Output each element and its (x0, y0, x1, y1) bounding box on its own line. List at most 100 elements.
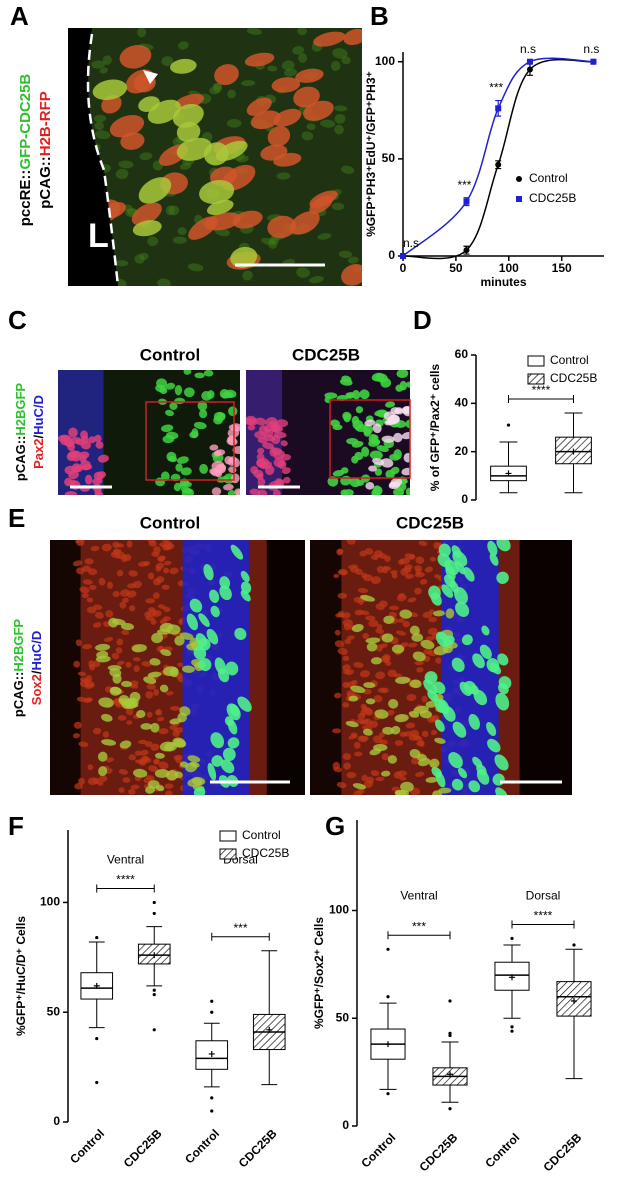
cell (210, 732, 225, 749)
outlier (210, 999, 214, 1003)
cell (347, 256, 359, 264)
cell (254, 431, 267, 439)
cell (133, 768, 148, 778)
significance-bracket (211, 932, 270, 941)
cell (156, 378, 168, 389)
cell (129, 691, 141, 703)
significance: n.s (403, 236, 419, 250)
cell (295, 68, 324, 83)
cell (184, 387, 195, 398)
cell (396, 370, 409, 378)
cell (468, 780, 481, 793)
data-point (526, 58, 533, 65)
cell (269, 235, 280, 245)
cell (220, 759, 235, 774)
cell (472, 653, 485, 669)
cell (73, 660, 81, 668)
cell (162, 616, 171, 621)
cell (425, 636, 434, 642)
cell (199, 409, 208, 419)
cell (150, 743, 160, 751)
cell (75, 639, 82, 647)
cell (414, 660, 424, 666)
cell (147, 572, 155, 580)
data-point (400, 253, 406, 259)
cell (161, 584, 170, 590)
cell (429, 556, 437, 562)
cell (409, 625, 420, 636)
cell (333, 573, 340, 579)
cell (353, 741, 361, 749)
outlier (210, 1096, 214, 1100)
cell (374, 709, 389, 719)
cell (93, 622, 102, 628)
cell (80, 440, 92, 450)
cell (227, 490, 236, 495)
cell (112, 673, 122, 684)
cell (179, 163, 192, 170)
cell (342, 681, 350, 689)
cell (137, 28, 147, 38)
cell (393, 673, 402, 678)
cell (162, 435, 175, 444)
cell (137, 561, 149, 567)
cell (73, 721, 82, 729)
mean (571, 998, 577, 1005)
cell (169, 402, 178, 410)
cell (275, 479, 285, 487)
cell (84, 683, 95, 689)
cell (403, 566, 412, 573)
cell (159, 386, 168, 395)
cell (306, 123, 316, 131)
cell (64, 477, 73, 487)
cell (127, 788, 136, 795)
cell (407, 597, 417, 603)
cell (120, 680, 132, 688)
cell (254, 417, 267, 426)
cell (176, 456, 189, 464)
cell (381, 753, 389, 761)
cell (387, 755, 397, 764)
cell (342, 702, 350, 708)
outlier (506, 423, 511, 427)
cell (376, 624, 383, 630)
x-tick-label: 100 (499, 261, 519, 275)
cell (107, 664, 122, 671)
cell (332, 728, 342, 734)
cell (395, 630, 407, 636)
significance-bracket (387, 931, 451, 940)
cell (87, 764, 94, 771)
microscopy-image (58, 370, 240, 495)
cell (497, 653, 509, 666)
cell (172, 103, 204, 128)
cell (354, 609, 364, 616)
cell (82, 579, 93, 585)
cell (68, 470, 79, 480)
cell (363, 428, 371, 437)
y-tick-label: 50 (47, 1004, 61, 1018)
cell (88, 436, 96, 444)
stain-label: Sox2/HuC/D (29, 631, 44, 705)
cell (213, 450, 222, 457)
images (50, 28, 572, 795)
outlier (152, 911, 156, 916)
cell (211, 755, 224, 767)
cell (94, 611, 104, 619)
cell (88, 660, 95, 668)
cell (156, 708, 163, 716)
cell (389, 453, 401, 461)
significance: *** (457, 178, 471, 192)
x-tick-label: 150 (552, 261, 572, 275)
cell (408, 642, 418, 648)
significance: n.s (520, 42, 536, 56)
stain-part: H2BGFP (13, 383, 28, 436)
cell (227, 89, 236, 99)
y-axis-label: %GFP⁺/HuC/D⁺ Cells (14, 916, 28, 1036)
cell (118, 769, 128, 775)
cell (79, 677, 91, 683)
cell (165, 409, 174, 417)
cell (115, 647, 123, 654)
significance: **** (116, 873, 135, 887)
cell (198, 658, 212, 672)
cell (336, 548, 343, 556)
